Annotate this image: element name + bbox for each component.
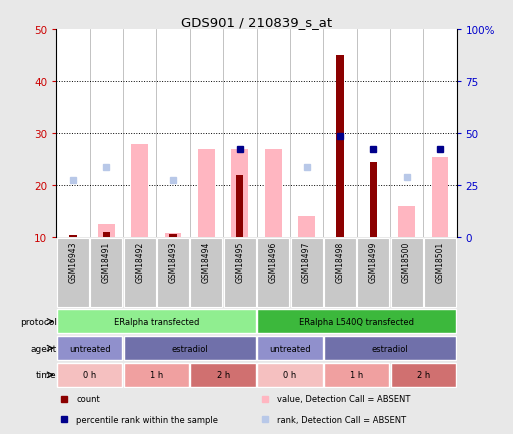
FancyBboxPatch shape [324, 336, 456, 360]
Bar [69, 236, 77, 237]
Text: estradiol: estradiol [371, 344, 408, 353]
FancyBboxPatch shape [357, 238, 389, 308]
Bar [165, 233, 182, 237]
Text: GSM18492: GSM18492 [135, 241, 144, 282]
Bar [198, 149, 215, 237]
Title: GDS901 / 210839_s_at: GDS901 / 210839_s_at [181, 16, 332, 29]
Bar [336, 56, 344, 237]
FancyBboxPatch shape [124, 336, 256, 360]
Text: value, Detection Call = ABSENT: value, Detection Call = ABSENT [277, 394, 410, 403]
FancyBboxPatch shape [57, 238, 89, 308]
FancyBboxPatch shape [257, 238, 289, 308]
FancyBboxPatch shape [157, 238, 189, 308]
Text: ERalpha L540Q transfected: ERalpha L540Q transfected [299, 317, 414, 326]
Text: 2 h: 2 h [216, 371, 230, 379]
Text: GSM18493: GSM18493 [169, 241, 177, 282]
Text: GSM18498: GSM18498 [336, 241, 344, 282]
Text: 2 h: 2 h [417, 371, 430, 379]
Text: GSM18501: GSM18501 [436, 241, 444, 282]
Text: untreated: untreated [69, 344, 111, 353]
Text: agent: agent [30, 344, 57, 353]
Bar [169, 235, 177, 237]
Bar [431, 157, 448, 237]
Text: percentile rank within the sample: percentile rank within the sample [76, 415, 219, 424]
Text: GSM18494: GSM18494 [202, 241, 211, 282]
Text: count: count [76, 394, 100, 403]
FancyBboxPatch shape [324, 363, 389, 387]
FancyBboxPatch shape [257, 363, 323, 387]
Text: 1 h: 1 h [150, 371, 163, 379]
FancyBboxPatch shape [57, 363, 123, 387]
FancyBboxPatch shape [124, 363, 189, 387]
Bar [236, 175, 244, 237]
Text: GSM18495: GSM18495 [235, 241, 244, 282]
FancyBboxPatch shape [224, 238, 256, 308]
Bar [103, 232, 110, 237]
Text: ERalpha transfected: ERalpha transfected [114, 317, 199, 326]
FancyBboxPatch shape [57, 310, 256, 334]
Text: GSM16943: GSM16943 [69, 241, 77, 283]
Bar [398, 206, 415, 237]
Text: protocol: protocol [20, 317, 57, 326]
FancyBboxPatch shape [390, 238, 423, 308]
Text: GSM18496: GSM18496 [269, 241, 278, 282]
Bar [265, 149, 282, 237]
FancyBboxPatch shape [90, 238, 123, 308]
FancyBboxPatch shape [390, 363, 456, 387]
Text: GSM18499: GSM18499 [369, 241, 378, 282]
FancyBboxPatch shape [290, 238, 323, 308]
Bar [369, 162, 377, 237]
FancyBboxPatch shape [124, 238, 156, 308]
Bar [98, 224, 115, 237]
Text: estradiol: estradiol [171, 344, 208, 353]
FancyBboxPatch shape [257, 310, 456, 334]
FancyBboxPatch shape [324, 238, 356, 308]
Bar [131, 144, 148, 237]
Bar [298, 217, 315, 237]
FancyBboxPatch shape [57, 336, 123, 360]
Text: GSM18491: GSM18491 [102, 241, 111, 282]
Text: GSM18500: GSM18500 [402, 241, 411, 282]
Text: 0 h: 0 h [283, 371, 297, 379]
Text: time: time [36, 371, 57, 379]
FancyBboxPatch shape [190, 238, 223, 308]
FancyBboxPatch shape [190, 363, 256, 387]
Text: 1 h: 1 h [350, 371, 363, 379]
Text: untreated: untreated [269, 344, 311, 353]
Bar [231, 149, 248, 237]
FancyBboxPatch shape [424, 238, 456, 308]
FancyBboxPatch shape [257, 336, 323, 360]
Text: GSM18497: GSM18497 [302, 241, 311, 282]
Text: 0 h: 0 h [83, 371, 96, 379]
Text: rank, Detection Call = ABSENT: rank, Detection Call = ABSENT [277, 415, 406, 424]
